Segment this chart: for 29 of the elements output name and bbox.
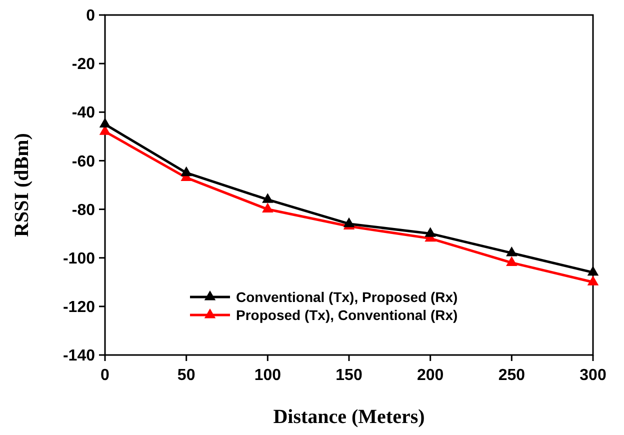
point [506, 256, 518, 266]
y-tick-label: -140 [62, 348, 96, 365]
x-tick-label: 0 [100, 367, 110, 384]
y-tick-label: -40 [72, 104, 96, 122]
legend-label: Conventional (Tx), Proposed (Rx) [236, 288, 458, 305]
y-tick-label: -120 [62, 299, 96, 316]
legend-label: Proposed (Tx), Conventional (Rx) [236, 306, 458, 323]
x-tick-label: 100 [254, 367, 282, 384]
y-tick-label: 0 [86, 8, 96, 25]
x-tick-label: 300 [580, 367, 606, 384]
y-tick-label: -100 [62, 250, 96, 268]
x-tick-label: 150 [336, 367, 362, 384]
point [587, 266, 599, 276]
point [343, 217, 355, 228]
y-tick-label: -60 [72, 153, 96, 170]
x-tick-label: 50 [177, 367, 196, 384]
point [99, 118, 111, 128]
y-tick-label: -20 [72, 56, 96, 74]
point [262, 193, 274, 203]
x-tick-label: 250 [498, 367, 526, 384]
point [587, 276, 599, 286]
point [424, 227, 436, 237]
x-tick-label: 200 [416, 367, 444, 384]
point [180, 166, 192, 176]
y-tick-label: -80 [72, 202, 96, 219]
point [262, 202, 274, 213]
point [506, 246, 518, 256]
x-axis-title: Distance (Meters) [273, 406, 425, 428]
y-axis-title: RSSI (dBm) [11, 133, 33, 237]
